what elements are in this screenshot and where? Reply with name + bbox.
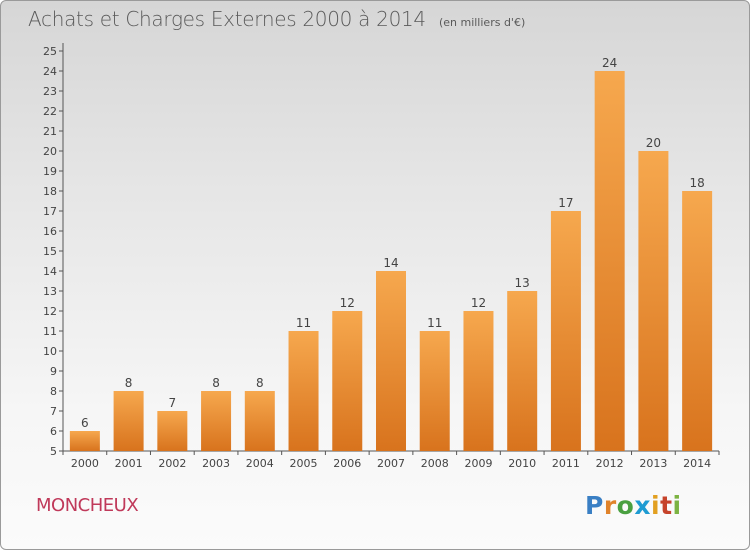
data-label: 8 (256, 376, 264, 390)
x-tick-label: 2009 (464, 457, 492, 470)
y-tick-label: 24 (43, 65, 57, 78)
y-tick-label: 8 (50, 385, 57, 398)
y-tick-label: 5 (50, 445, 57, 458)
data-label: 11 (296, 316, 311, 330)
x-tick-label: 2004 (246, 457, 274, 470)
data-label: 7 (169, 396, 177, 410)
y-tick-label: 16 (43, 225, 57, 238)
data-label: 13 (515, 276, 530, 290)
y-tick-label: 17 (43, 205, 57, 218)
bar-2014 (682, 191, 713, 451)
x-tick-label: 2010 (508, 457, 536, 470)
bar-2013 (638, 151, 669, 451)
y-tick-label: 10 (43, 345, 57, 358)
y-tick-label: 21 (43, 125, 57, 138)
y-tick-label: 19 (43, 165, 57, 178)
x-tick-label: 2003 (202, 457, 230, 470)
y-tick-label: 18 (43, 185, 57, 198)
y-tick-label: 23 (43, 85, 57, 98)
data-label: 20 (646, 136, 661, 150)
data-label: 6 (81, 416, 89, 430)
x-tick-label: 2002 (158, 457, 186, 470)
x-tick-label: 2005 (290, 457, 318, 470)
y-tick-label: 14 (43, 265, 57, 278)
data-label: 24 (602, 56, 617, 70)
y-tick-label: 20 (43, 145, 57, 158)
y-tick-label: 25 (43, 45, 57, 58)
x-tick-label: 2014 (683, 457, 711, 470)
y-tick-label: 11 (43, 325, 57, 338)
x-tick-label: 2001 (115, 457, 143, 470)
proxiti-logo: Proxiti (585, 491, 682, 520)
data-label: 12 (471, 296, 486, 310)
data-label: 14 (383, 256, 398, 270)
bar-2011 (550, 211, 581, 451)
bar-2006 (332, 311, 363, 451)
y-tick-label: 12 (43, 305, 57, 318)
bar-2004 (244, 391, 275, 451)
x-tick-label: 2008 (421, 457, 449, 470)
y-tick-label: 9 (50, 365, 57, 378)
x-tick-label: 2011 (552, 457, 580, 470)
bar-2009 (463, 311, 494, 451)
y-tick-label: 6 (50, 425, 57, 438)
bar-2010 (507, 291, 538, 451)
data-label: 12 (340, 296, 355, 310)
data-label: 8 (212, 376, 220, 390)
bar-2001 (113, 391, 144, 451)
bar-2012 (594, 71, 625, 451)
x-tick-label: 2000 (71, 457, 99, 470)
y-tick-label: 15 (43, 245, 57, 258)
x-tick-label: 2007 (377, 457, 405, 470)
y-tick-label: 22 (43, 105, 57, 118)
data-label: 18 (689, 176, 704, 190)
bar-2008 (419, 331, 450, 451)
chart-title-text: Achats et Charges Externes 2000 à 2014 (28, 7, 426, 31)
bar-2000 (69, 431, 100, 451)
commune-name: MONCHEUX (36, 495, 139, 516)
x-tick-label: 2012 (596, 457, 624, 470)
y-tick-label: 7 (50, 405, 57, 418)
bar-2005 (288, 331, 319, 451)
x-tick-label: 2013 (639, 457, 667, 470)
chart-title: Achats et Charges Externes 2000 à 2014 (… (28, 7, 525, 31)
chart-unit-note: (en milliers d'€) (438, 16, 526, 29)
x-tick-label: 2006 (333, 457, 361, 470)
data-label: 8 (125, 376, 133, 390)
bar-2003 (201, 391, 232, 451)
bar-2002 (157, 411, 188, 451)
data-label: 11 (427, 316, 442, 330)
data-label: 17 (558, 196, 573, 210)
y-tick-label: 13 (43, 285, 57, 298)
bar-2007 (376, 271, 406, 451)
